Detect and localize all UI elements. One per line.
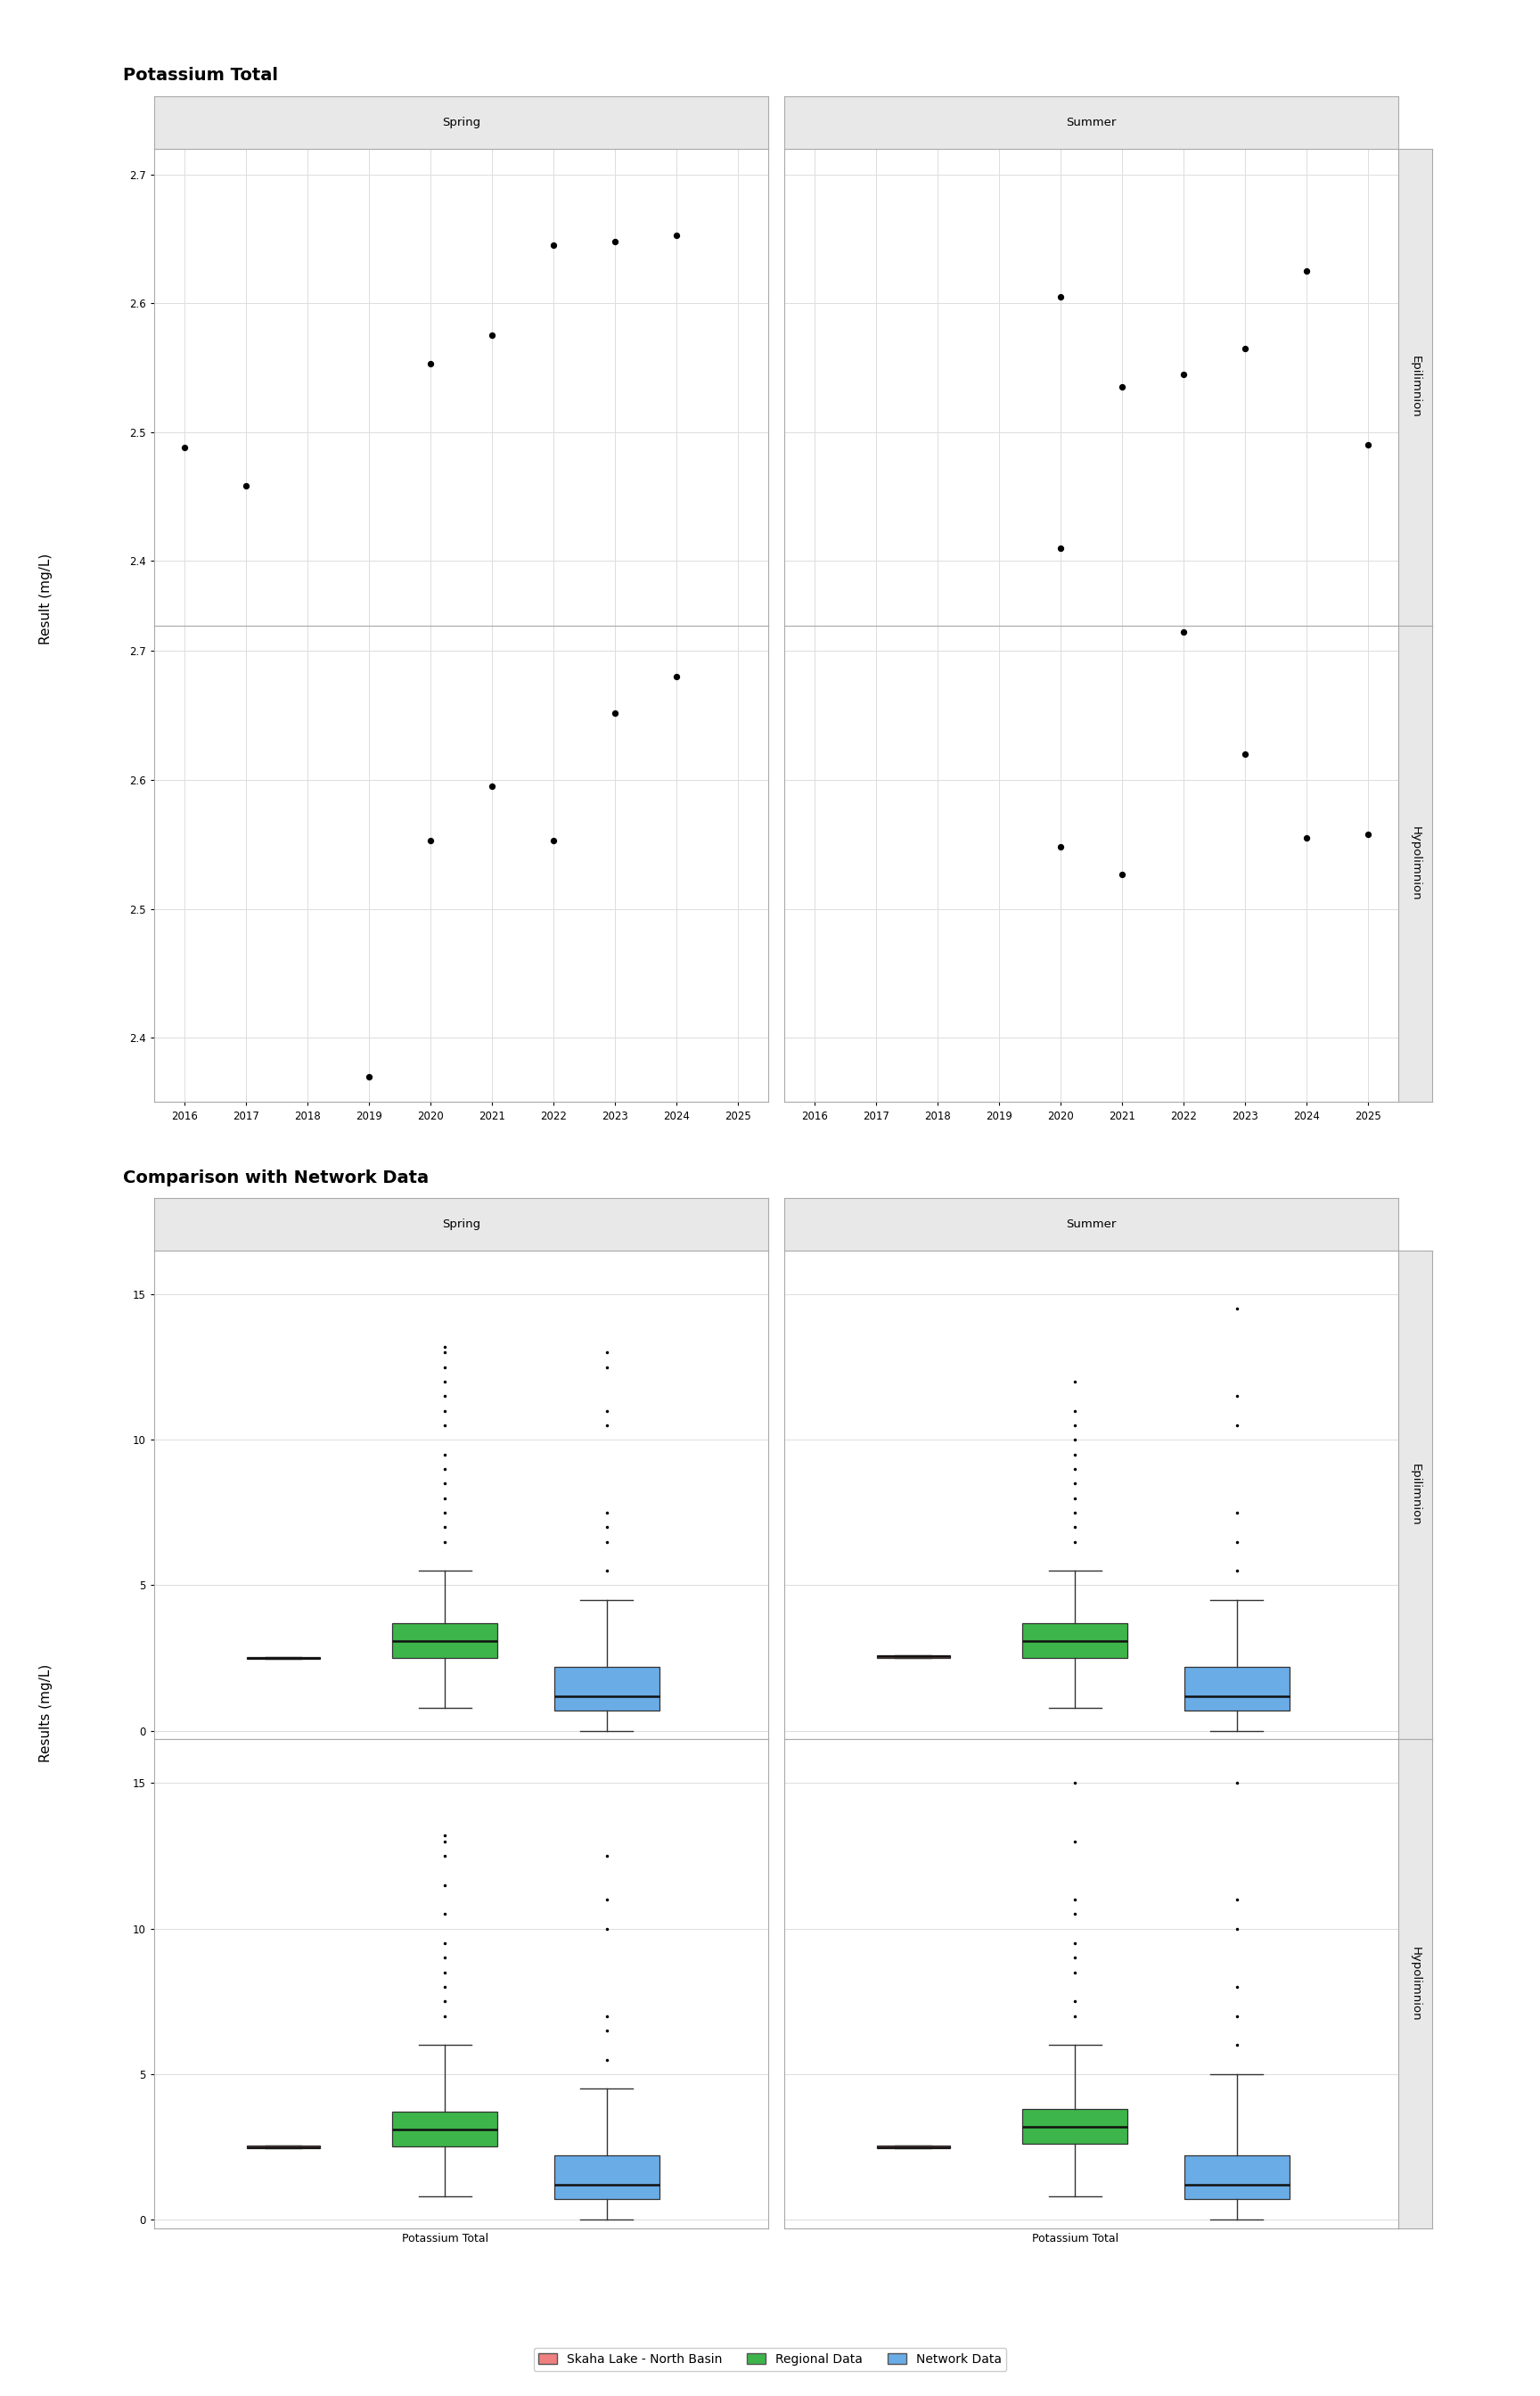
PathPatch shape [554,2156,659,2200]
Text: Results (mg/L): Results (mg/L) [40,1663,52,1763]
PathPatch shape [1023,2108,1127,2144]
Point [602,223,627,261]
Text: Potassium Total: Potassium Total [123,67,279,84]
Text: Epilimnion: Epilimnion [1409,1464,1421,1526]
Point [1232,736,1257,774]
Text: Spring: Spring [442,117,480,127]
Point [419,822,444,860]
Text: Epilimnion: Epilimnion [1409,357,1421,417]
Text: Result (mg/L): Result (mg/L) [40,553,52,645]
PathPatch shape [1184,2156,1289,2200]
Point [1294,819,1318,858]
Point [541,225,565,264]
Text: Hypolimnion: Hypolimnion [1409,1946,1421,2022]
PathPatch shape [876,2144,950,2147]
Point [1232,328,1257,367]
PathPatch shape [246,2144,320,2147]
Point [357,1057,382,1095]
Point [1109,369,1133,407]
Text: Spring: Spring [442,1220,480,1229]
PathPatch shape [554,1668,659,1711]
Point [479,316,504,355]
Point [1049,530,1073,568]
Point [1355,426,1380,465]
Point [1355,815,1380,853]
Point [1049,278,1073,316]
Point [1294,252,1318,290]
Point [602,695,627,733]
Text: Summer: Summer [1066,117,1116,127]
Text: Hypolimnion: Hypolimnion [1409,827,1421,901]
Point [664,216,688,254]
Point [541,822,565,860]
PathPatch shape [1023,1622,1127,1658]
Point [1049,829,1073,867]
Point [419,345,444,383]
Point [172,429,197,467]
Point [1109,855,1133,894]
PathPatch shape [1184,1668,1289,1711]
Legend: Skaha Lake - North Basin, Regional Data, Network Data: Skaha Lake - North Basin, Regional Data,… [533,2348,1007,2370]
Point [234,467,259,506]
PathPatch shape [876,1656,950,1658]
Point [1170,355,1195,393]
Point [479,767,504,805]
Point [664,659,688,697]
Point [1170,613,1195,652]
Text: Summer: Summer [1066,1220,1116,1229]
PathPatch shape [393,1622,497,1658]
PathPatch shape [393,2111,497,2147]
Text: Comparison with Network Data: Comparison with Network Data [123,1169,430,1186]
